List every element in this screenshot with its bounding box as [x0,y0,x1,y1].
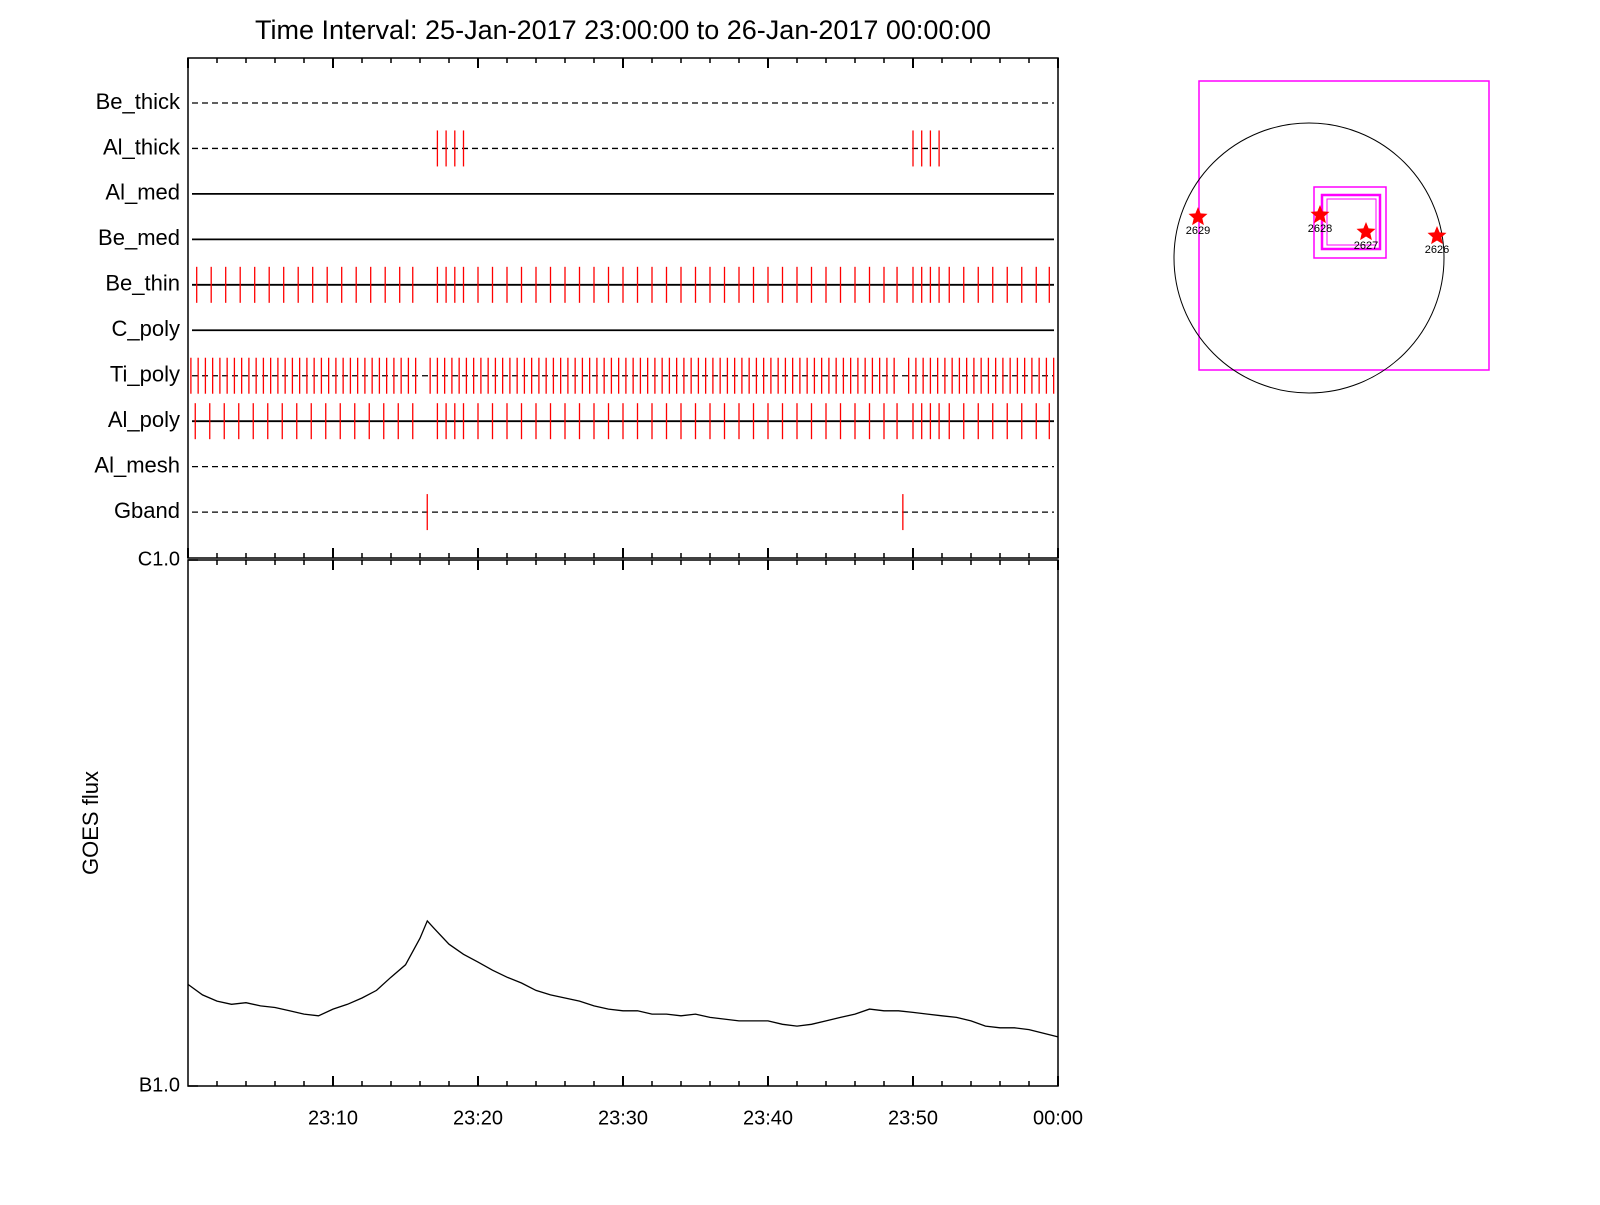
region-label: 2627 [1354,240,1378,252]
row-label: Al_poly [108,407,180,432]
region-label: 2626 [1425,244,1449,256]
region-label: 2629 [1186,225,1210,237]
region-box [1313,186,1387,259]
row-label: Be_med [98,225,180,250]
y-axis-label: GOES flux [78,771,103,875]
row-label: Al_mesh [94,452,180,477]
y-tick-label: B1.0 [139,1074,180,1096]
region-star [1310,205,1330,224]
row-label: Be_thin [105,271,180,296]
fov-box [1198,80,1490,371]
x-tick-label: 23:20 [453,1107,503,1129]
x-tick-label: 23:30 [598,1107,648,1129]
region-label: 2628 [1308,223,1332,235]
row-label: Gband [114,498,180,523]
region-star [1356,222,1376,241]
y-tick-label: C1.0 [138,548,180,570]
region-star [1427,226,1447,245]
flux-line [187,919,1059,1038]
row-label: C_poly [112,316,180,341]
x-tick-label: 23:10 [308,1107,358,1129]
solar-limb [1173,122,1445,394]
x-tick-label: 00:00 [1033,1107,1083,1129]
region-star [1188,207,1208,226]
chart-title: Time Interval: 25-Jan-2017 23:00:00 to 2… [255,15,991,45]
row-label: Al_thick [103,134,181,159]
region-box [1320,193,1382,251]
x-tick-label: 23:40 [743,1107,793,1129]
x-tick-label: 23:50 [888,1107,938,1129]
row-label: Be_thick [96,89,181,114]
sun-map: 2629 2628 2627 2626 [1173,80,1490,394]
row-label: Ti_poly [110,362,180,387]
row-label: Al_med [105,180,180,205]
region-box [1326,198,1377,246]
